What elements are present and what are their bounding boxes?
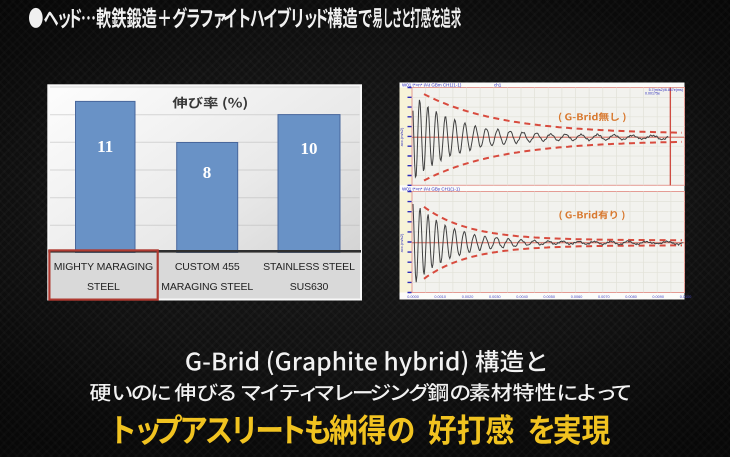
svg-text:0.0050: 0.0050 [543, 295, 555, 299]
svg-text:STEEL: STEEL [87, 281, 120, 293]
svg-text:10: 10 [301, 139, 318, 158]
svg-text:0.0060: 0.0060 [571, 295, 583, 299]
svg-text:W01 t*>n* i/At GBy CH1(1-1): W01 t*>n* i/At GBy CH1(1-1) [402, 187, 460, 192]
svg-text:0.0010: 0.0010 [434, 295, 446, 299]
svg-text:SUS630: SUS630 [290, 281, 329, 293]
svg-text:ch1: ch1 [494, 83, 502, 88]
svg-text:5.7(m/s2)/6.867e(ms): 5.7(m/s2)/6.867e(ms) [649, 88, 683, 92]
svg-text:MARAGING STEEL: MARAGING STEEL [161, 281, 253, 293]
svg-text:acc.(m/s2): acc.(m/s2) [399, 127, 404, 146]
svg-text:0.0100: 0.0100 [680, 295, 692, 299]
svg-text:0.0070: 0.0070 [598, 295, 610, 299]
svg-text:0.0040: 0.0040 [516, 295, 528, 299]
svg-text:0.0030: 0.0030 [489, 295, 501, 299]
svg-text:CUSTOM 455: CUSTOM 455 [175, 261, 240, 273]
svg-text:8: 8 [203, 163, 212, 182]
svg-text:STAINLESS STEEL: STAINLESS STEEL [263, 261, 355, 273]
svg-text:0.0080: 0.0080 [625, 295, 637, 299]
svg-text:0.0000: 0.0000 [407, 295, 419, 299]
svg-text:0.0090: 0.0090 [652, 295, 664, 299]
svg-text:acc.(m/s2): acc.(m/s2) [399, 233, 404, 252]
svg-text:0.0020: 0.0020 [462, 295, 474, 299]
svg-text:0.00175e: 0.00175e [645, 92, 660, 96]
svg-text:W01 t*>n* i/At GBm CH1(1-1): W01 t*>n* i/At GBm CH1(1-1) [402, 83, 462, 88]
svg-text:MIGHTY MARAGING: MIGHTY MARAGING [54, 261, 153, 273]
svg-text:11: 11 [97, 137, 113, 156]
